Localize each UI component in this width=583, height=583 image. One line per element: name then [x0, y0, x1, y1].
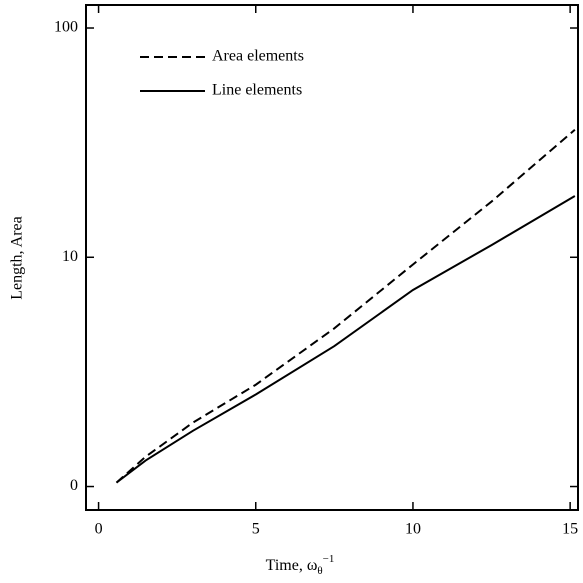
x-label-sub: θ — [317, 565, 322, 577]
x-tick-label: 15 — [562, 521, 578, 538]
y-tick-label: 0 — [70, 477, 78, 494]
x-label-text: Time, ω — [266, 557, 318, 574]
x-tick-label: 0 — [95, 521, 103, 538]
y-tick-label: 10 — [62, 248, 78, 265]
legend-label: Area elements — [212, 48, 304, 65]
x-tick-label: 10 — [405, 521, 421, 538]
y-axis-label: Length, Area — [9, 216, 26, 300]
y-tick-label: 100 — [54, 19, 78, 36]
x-axis-label: Time, ωθ−1 — [266, 553, 335, 577]
data-line — [115, 195, 576, 484]
x-tick-label: 5 — [252, 521, 260, 538]
legend-label: Line elements — [212, 82, 302, 99]
data-line — [115, 128, 576, 484]
plot-frame — [85, 4, 579, 511]
x-label-sup: −1 — [323, 553, 335, 565]
